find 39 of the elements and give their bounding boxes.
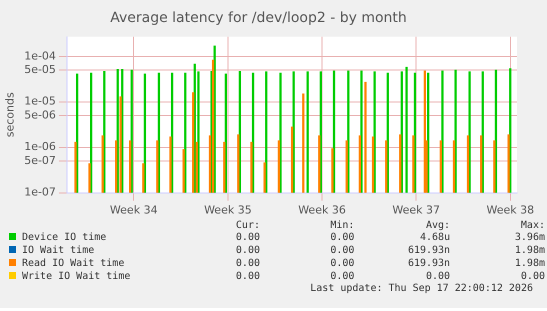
text: 619.93n: [406, 244, 452, 257]
text: 1.98m: [514, 244, 546, 257]
y-tick-label: 5e-05: [24, 62, 56, 76]
text: Max:: [520, 220, 546, 231]
y-tick-label: 1e-05: [24, 94, 56, 108]
text: 0.00: [234, 257, 261, 270]
text: 0.00: [329, 244, 356, 257]
text: 0.00: [425, 270, 452, 283]
legend-label: Write IO Wait time: [21, 270, 132, 283]
text: Last update: Thu Sep 17 22:00:12 2026: [309, 283, 534, 294]
text: 3.96m: [514, 231, 546, 244]
text: 0.00: [329, 231, 356, 244]
legend-label: Read IO Wait time: [21, 257, 126, 270]
y-tick-label: 5e-06: [24, 108, 56, 122]
legend-label: IO Wait time: [21, 244, 96, 257]
x-tick-label: Week 37: [392, 203, 440, 216]
y-axis-title: seconds: [3, 92, 16, 138]
text: 0.00: [234, 270, 261, 283]
x-tick-label: Week 38: [486, 203, 534, 216]
x-tick-label: Week 35: [204, 203, 252, 216]
text: 0.00: [234, 231, 261, 244]
x-tick-label: Week 36: [298, 203, 346, 216]
y-tick-label: 1e-06: [24, 140, 56, 154]
text: 0.00: [234, 244, 261, 257]
legend-label: Device IO time: [21, 231, 108, 244]
y-tick-label: 1e-04: [24, 49, 56, 62]
text: 0.00: [329, 257, 356, 270]
chart-title: Average latency for /dev/loop2 - by month: [110, 10, 407, 26]
text: Avg:: [425, 220, 452, 231]
text: Cur:: [234, 220, 261, 231]
x-tick-label: Week 34: [110, 203, 158, 216]
text: 1.98m: [514, 257, 546, 270]
text: 4.68u: [418, 231, 452, 244]
y-tick-label: 1e-07: [24, 186, 56, 199]
text: 0.00: [329, 270, 356, 283]
text: Min:: [329, 220, 356, 231]
text: 0.00: [520, 270, 546, 283]
y-tick-label: 5e-07: [24, 154, 56, 167]
text: 619.93n: [406, 257, 452, 270]
